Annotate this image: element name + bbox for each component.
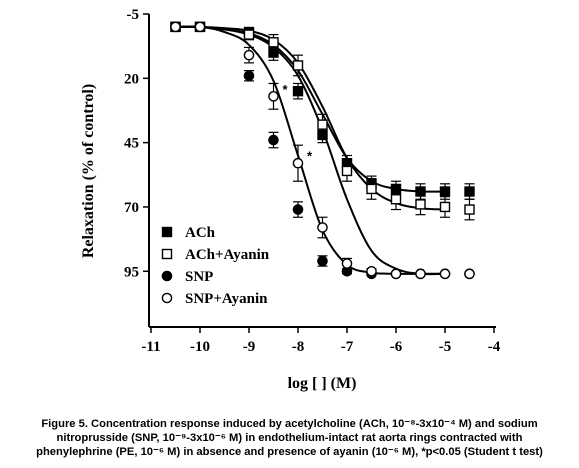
data-point-snp-ayanin — [170, 21, 181, 33]
significance-asterisk: * — [283, 82, 289, 97]
data-point-snp-ayanin — [366, 265, 377, 277]
x-tick-label: -7 — [341, 339, 354, 355]
y-tick-label: 45 — [124, 136, 139, 152]
data-point-ach-ayanin — [439, 201, 451, 213]
legend-label: SNP — [185, 269, 213, 285]
data-point-ach-ayanin — [268, 37, 279, 48]
caption-line-2: nitroprusside (SNP, 10⁻⁹-3x10⁻⁶ M) in en… — [56, 432, 523, 444]
legend-label: ACh — [185, 225, 216, 241]
x-tick-label: -8 — [292, 339, 305, 355]
data-point-ach-ayanin — [341, 165, 353, 177]
data-point-snp-ayanin — [268, 91, 279, 102]
data-point-ach-ayanin — [366, 183, 377, 195]
legend-label: SNP+Ayanin — [185, 291, 268, 307]
data-point-snp-ayanin — [390, 268, 402, 280]
data-point-ach — [464, 186, 475, 197]
y-tick-label: 70 — [124, 200, 139, 216]
data-point-snp — [292, 204, 304, 215]
data-point-ach-ayanin — [415, 199, 426, 210]
x-tick-label: -9 — [243, 339, 256, 355]
y-tick-label: -5 — [127, 7, 140, 23]
y-tick-label: 95 — [124, 264, 139, 280]
fit-curve-ach — [175, 25, 446, 193]
x-tick-label: -11 — [141, 339, 160, 355]
data-marks: ** — [170, 21, 475, 280]
data-point-ach-ayanin — [464, 204, 475, 215]
data-point-snp-ayanin — [317, 222, 328, 233]
figure-caption: Figure 5. Concentration response induced… — [4, 417, 575, 459]
chart-axes: -11 -10 -9 -8 -7 -6 -5 -4 -5 20 45 70 95 — [124, 7, 501, 355]
data-point-ach-ayanin — [390, 194, 402, 205]
legend-marker-snp — [161, 270, 173, 282]
fit-curve-ach-ayanin — [175, 25, 446, 211]
data-point-snp — [317, 255, 328, 267]
legend-marker-ach-ayanin — [161, 248, 173, 260]
data-point-ach — [292, 85, 304, 97]
y-axis-label: Relaxation (% of control) — [80, 84, 97, 258]
legend-label: ACh+Ayanin — [185, 247, 270, 263]
x-tick-label: -6 — [390, 339, 403, 355]
data-point-snp-ayanin — [464, 268, 475, 280]
significance-asterisk: * — [307, 149, 313, 164]
data-point-snp — [268, 134, 279, 146]
x-tick-label: -5 — [439, 339, 452, 355]
y-tick-label: 20 — [124, 71, 139, 87]
data-point-snp-ayanin — [341, 258, 353, 269]
legend-marker-snp-ayanin — [161, 292, 173, 304]
data-point-ach-ayanin — [292, 60, 304, 71]
data-point-ach — [439, 186, 451, 197]
data-point-snp-ayanin — [194, 21, 206, 33]
x-axis-label: log [ ] (M) — [288, 375, 357, 392]
x-tick-label: -10 — [190, 339, 210, 355]
data-point-snp-ayanin — [243, 49, 255, 61]
data-point-ach-ayanin — [243, 29, 255, 40]
x-tick-label: -4 — [488, 339, 501, 355]
data-point-snp-ayanin — [415, 268, 426, 280]
legend: ACh ACh+Ayanin SNP SNP+Ayanin — [161, 225, 270, 307]
data-point-snp — [243, 70, 255, 82]
data-point-snp-ayanin — [439, 268, 451, 280]
data-point-ach-ayanin — [317, 119, 328, 130]
legend-marker-ach — [161, 226, 173, 238]
caption-line-1: Figure 5. Concentration response induced… — [41, 418, 538, 430]
caption-line-3: phenylephrine (PE, 10⁻⁶ M) in absence an… — [36, 446, 543, 458]
data-point-snp-ayanin — [292, 157, 304, 169]
